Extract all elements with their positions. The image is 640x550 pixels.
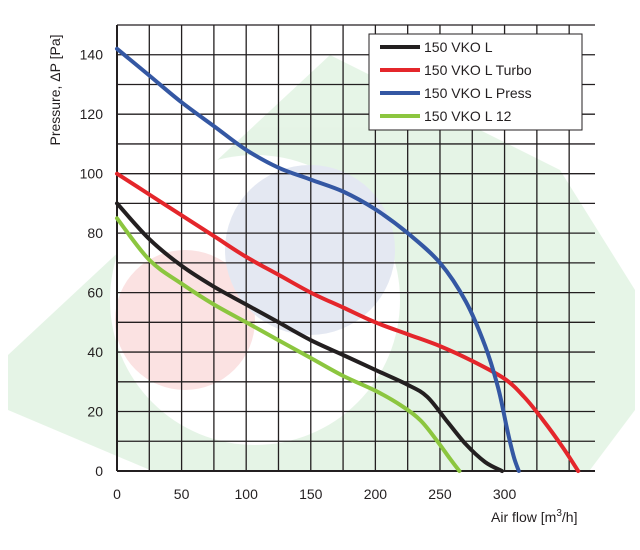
x-tick-label: 100: [235, 486, 259, 502]
legend-label-3: 150 VKO L Press: [424, 85, 532, 101]
series-line-1: [115, 201, 504, 473]
legend-item-1: 150 VKO L: [380, 39, 493, 55]
y-tick-label: 60: [87, 285, 103, 301]
y-tick-label: 80: [87, 225, 103, 241]
x-axis-label-tail: /h]: [562, 509, 578, 525]
series-lines: [115, 46, 581, 473]
series-line-4: [115, 216, 462, 473]
y-tick-label: 120: [80, 106, 104, 122]
series-line-3: [115, 46, 521, 473]
y-tick-labels: 0 20 40 60 80 100 120 140: [80, 47, 104, 479]
legend-item-3: 150 VKO L Press: [380, 85, 532, 101]
legend-item-2: 150 VKO L Turbo: [380, 62, 532, 78]
x-tick-labels: 0 50 100 150 200 250 300: [113, 486, 516, 502]
x-tick-label: 0: [113, 486, 121, 502]
y-tick-label: 20: [87, 404, 103, 420]
legend-label-4: 150 VKO L 12: [424, 108, 512, 124]
y-axis-label: Pressure, ΔP [Pa]: [47, 34, 63, 145]
x-axis-label-main: Air flow [m: [491, 509, 556, 525]
x-tick-label: 150: [299, 486, 323, 502]
x-axis-label: Air flow [m3/h]: [491, 508, 577, 525]
x-tick-label: 200: [364, 486, 388, 502]
legend-item-4: 150 VKO L 12: [380, 108, 512, 124]
x-tick-label: 250: [428, 486, 452, 502]
y-tick-label: 100: [80, 166, 104, 182]
series-line-2: [115, 171, 581, 473]
x-tick-label: 300: [493, 486, 517, 502]
y-tick-label: 140: [80, 47, 104, 63]
y-tick-label: 0: [95, 463, 103, 479]
legend-label-2: 150 VKO L Turbo: [424, 62, 532, 78]
legend-label-1: 150 VKO L: [424, 39, 493, 55]
x-axis-label-superscript: 3: [556, 508, 562, 519]
x-tick-label: 50: [174, 486, 190, 502]
legend: 150 VKO L 150 VKO L Turbo 150 VKO L Pres…: [368, 33, 583, 131]
y-tick-label: 40: [87, 344, 103, 360]
axes: [116, 25, 595, 472]
